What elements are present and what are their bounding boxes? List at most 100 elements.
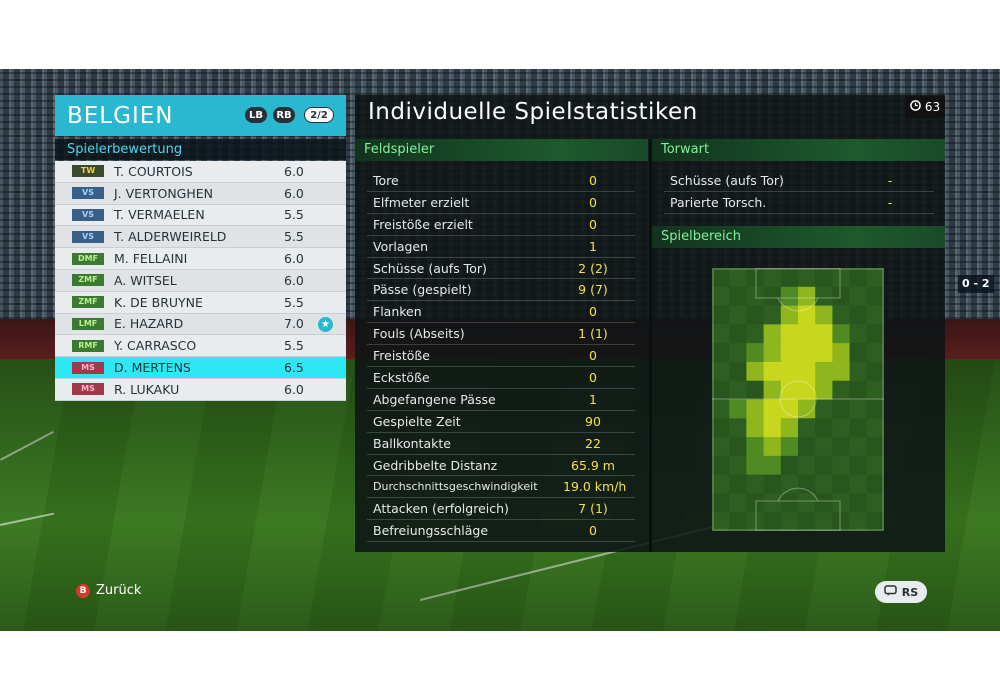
player-row[interactable]: VS J. VERTONGHEN 6.0 [55, 182, 346, 205]
rs-label: RS [901, 585, 919, 599]
stat-value: 0 [589, 216, 597, 232]
heatmap-cell [712, 305, 730, 325]
player-name: T. ALDERWEIRELD [114, 229, 227, 245]
heatmap-cell [849, 474, 868, 494]
heatmap-cell [746, 437, 765, 457]
heatmap-cell [729, 512, 747, 531]
player-row[interactable]: ZMF A. WITSEL 6.0 [55, 269, 346, 292]
heatmap-cell [712, 324, 730, 344]
gk-stat-row: Schüsse (aufs Tor) - [664, 170, 934, 192]
heatmap-cell [866, 380, 884, 400]
stat-label: Gespielte Zeit [373, 413, 461, 429]
stat-row: Tore 0 [367, 170, 635, 192]
heatmap-cell [866, 474, 884, 494]
heatmap-cell [866, 512, 884, 531]
team-header: BELGIEN LB RB 2/2 [55, 95, 346, 136]
heatmap-cell [746, 455, 765, 476]
stat-label: Ballkontakte [373, 435, 451, 451]
heatmap-cell [763, 474, 782, 494]
heatmap-cell [815, 437, 833, 457]
player-name: T. VERMAELEN [114, 207, 205, 223]
heatmap-cell [763, 399, 782, 419]
heatmap-cell [798, 324, 816, 344]
heatmap-cell [712, 455, 730, 476]
heatmap-cell [780, 418, 799, 438]
outfield-stats-list: Tore 0 Elfmeter erzielt 0 Freistöße erzielt 0… [367, 170, 635, 543]
back-button[interactable]: B Zurück [76, 583, 141, 598]
stat-row: Elfmeter erzielt 0 [367, 192, 635, 214]
heatmap-cell [849, 268, 868, 288]
stat-row: Abgefangene Pässe 1 [367, 389, 635, 411]
heatmap-cell [798, 493, 816, 513]
heatmap-cell [798, 399, 816, 419]
heatmap-cell [866, 418, 884, 438]
heatmap-cell [746, 305, 765, 325]
stat-value: 90 [585, 413, 601, 429]
stat-value: 1 [589, 238, 597, 254]
player-row[interactable]: LMF E. HAZARD 7.0 ★ [55, 313, 346, 336]
heatmap-cell [780, 455, 799, 476]
player-row[interactable]: MS R. LUKAKU 6.0 [55, 378, 346, 401]
gk-stat-label: Parierte Torsch. [670, 194, 767, 210]
position-badge: ZMF [72, 296, 104, 309]
star-icon: ★ [318, 316, 333, 332]
player-row[interactable]: VS T. ALDERWEIRELD 5.5 [55, 226, 346, 249]
chat-button[interactable]: RS [875, 581, 927, 603]
heatmap-cell [798, 343, 816, 363]
heatmap-cell [780, 493, 799, 513]
heatmap-cell [866, 268, 884, 288]
heatmap-cell [815, 286, 833, 307]
heatmap-cell [712, 361, 730, 382]
heatmap-cell [780, 380, 799, 400]
stat-row: Gespielte Zeit 90 [367, 411, 635, 433]
stat-row: Fouls (Abseits) 1 (1) [367, 323, 635, 346]
position-badge: ZMF [72, 274, 104, 287]
team-name: BELGIEN [67, 102, 174, 129]
heatmap-cell [866, 286, 884, 307]
stat-value: 0 [589, 523, 597, 539]
player-row[interactable]: DMF M. FELLAINI 6.0 [55, 248, 346, 270]
lb-button[interactable]: LB [245, 107, 267, 123]
heatmap-cell [849, 286, 868, 307]
heatmap-cell [815, 380, 833, 400]
rb-button[interactable]: RB [273, 107, 295, 123]
heatmap-cell [712, 343, 730, 363]
score-display: 0 - 2 [958, 275, 994, 293]
heatmap-cell [763, 324, 782, 344]
player-row[interactable]: MS D. MERTENS 6.5 [55, 357, 346, 379]
player-name: K. DE BRUYNE [114, 294, 203, 310]
player-name: D. MERTENS [114, 360, 191, 376]
stat-row: Eckstöße 0 [367, 367, 635, 389]
outfield-section-title: Feldspieler [355, 139, 648, 161]
player-row[interactable]: RMF Y. CARRASCO 5.5 [55, 335, 346, 358]
heatmap-grid [712, 268, 884, 531]
player-row[interactable]: VS T. VERMAELEN 5.5 [55, 204, 346, 227]
stat-label: Freistöße [373, 348, 430, 364]
heatmap-cell [798, 512, 816, 531]
stat-label: Fouls (Abseits) [373, 326, 465, 342]
ratings-title: Spielerbewertung [55, 139, 346, 160]
heatmap-cell [798, 305, 816, 325]
gk-stat-value: - [887, 194, 893, 210]
stat-value: 9 (7) [578, 282, 608, 298]
player-row[interactable]: ZMF K. DE BRUYNE 5.5 [55, 291, 346, 314]
stat-label: Pässe (gespielt) [373, 282, 472, 298]
heatmap-cell [866, 361, 884, 382]
stat-value: 0 [589, 304, 597, 320]
player-row[interactable]: TW T. COURTOIS 6.0 [55, 161, 346, 183]
heatmap [712, 268, 884, 531]
heatmap-cell [815, 399, 833, 419]
heatmap-cell [815, 455, 833, 476]
heatmap-cell [763, 380, 782, 400]
heatmap-cell [866, 305, 884, 325]
stat-row: Befreiungsschläge 0 [367, 520, 635, 543]
heatmap-cell [780, 305, 799, 325]
stat-row: Attacken (erfolgreich) 7 (1) [367, 498, 635, 521]
stat-value: 0 [589, 172, 597, 188]
stat-value: 1 (1) [578, 326, 608, 342]
player-rating: 6.5 [284, 360, 304, 376]
player-name: A. WITSEL [114, 272, 177, 288]
heatmap-cell [849, 305, 868, 325]
player-rating: 6.0 [284, 381, 304, 397]
position-badge: MS [72, 361, 104, 374]
